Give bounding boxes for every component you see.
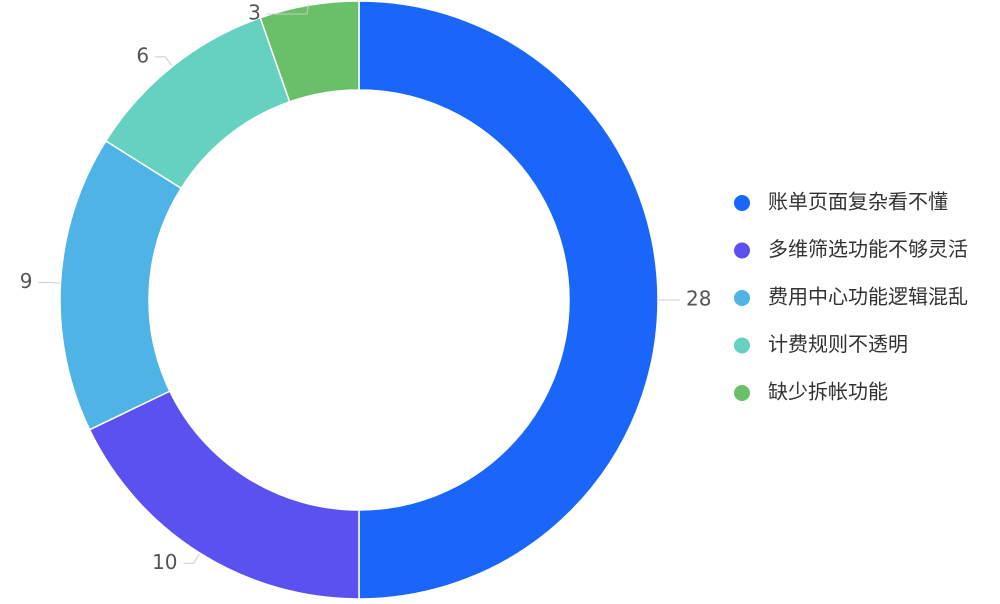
data-label: 6 (136, 43, 149, 67)
leader-line (155, 56, 173, 66)
donut-segment (358, 0, 659, 600)
legend-label: 多维筛选功能不够灵活 (768, 237, 968, 261)
legend-marker (734, 242, 750, 259)
data-label: 28 (686, 287, 711, 311)
donut-segment (259, 0, 360, 103)
data-label: 9 (20, 269, 33, 293)
legend-marker (734, 337, 750, 354)
data-label: 10 (152, 550, 177, 574)
legend-label: 计费规则不透明 (768, 332, 908, 356)
legend-label: 账单页面复杂看不懂 (768, 190, 948, 214)
data-label: 3 (248, 1, 261, 25)
leader-line (38, 282, 60, 284)
legend-label: 费用中心功能逻辑混乱 (768, 285, 968, 309)
donut-segment (59, 139, 183, 431)
legend-marker (734, 290, 750, 306)
legend-label: 缺少拆帐功能 (768, 380, 888, 404)
leader-line (183, 553, 200, 564)
leader-line (266, 4, 310, 15)
legend-marker (734, 195, 750, 211)
legend-marker (734, 385, 750, 401)
donut-segment (88, 390, 360, 600)
